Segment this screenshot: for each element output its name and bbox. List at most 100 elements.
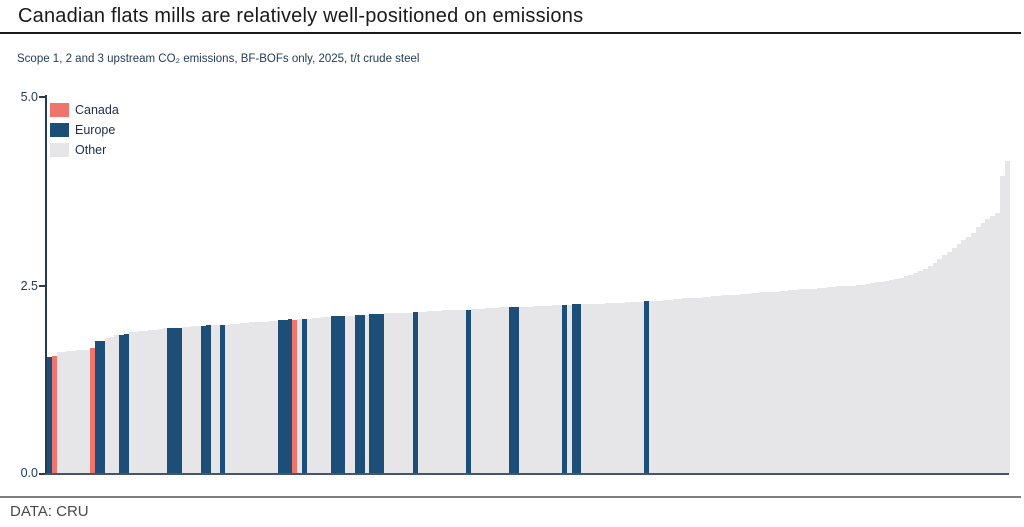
bar-other <box>552 305 558 474</box>
bar-other <box>740 293 745 474</box>
bar-europe <box>287 319 293 474</box>
bar-other <box>894 279 899 474</box>
bar-other <box>215 325 221 474</box>
bar-europe <box>330 316 336 474</box>
bar-other <box>80 350 86 474</box>
bar-other <box>913 273 919 474</box>
bar-other <box>841 286 846 474</box>
bar-other <box>581 304 586 474</box>
bar-other <box>85 349 91 474</box>
bar-other <box>297 319 303 474</box>
bar-other <box>489 308 495 474</box>
bar-other <box>610 302 615 474</box>
bar-other <box>61 351 67 474</box>
bar-other <box>528 306 534 474</box>
bar-other <box>499 307 505 474</box>
bar-other <box>191 326 197 474</box>
bar-europe <box>167 328 173 474</box>
bar-other <box>985 219 991 474</box>
bar-europe <box>571 304 577 474</box>
bar-other <box>249 322 254 474</box>
bar-other <box>817 287 822 474</box>
bar-other <box>663 299 668 474</box>
bar-europe <box>643 301 649 474</box>
bar-other <box>600 303 606 474</box>
bar-other <box>946 251 952 474</box>
bar-other <box>860 284 866 474</box>
bar-other <box>258 321 264 474</box>
bar-canada <box>90 348 96 474</box>
bar-other <box>566 305 572 474</box>
bar-other <box>311 317 317 474</box>
bar-other <box>181 326 187 474</box>
bar-europe <box>172 327 177 474</box>
bar-other <box>253 322 259 474</box>
bar-other <box>759 292 765 474</box>
bar-other <box>845 285 851 474</box>
bar-other <box>744 293 750 474</box>
bar-other <box>918 271 923 474</box>
bar-other <box>797 289 803 474</box>
bar-other <box>422 311 428 474</box>
y-tick-label-5: 5.0 <box>20 90 38 104</box>
bar-other <box>634 302 639 474</box>
bar-other <box>210 325 216 474</box>
legend-item-other: Other <box>50 140 119 160</box>
legend-swatch-europe <box>50 123 69 137</box>
bar-other <box>66 351 72 474</box>
bar-europe <box>119 334 124 474</box>
bar-other <box>696 297 702 474</box>
bar-europe <box>509 307 514 474</box>
bar-other <box>518 306 524 474</box>
bar-other <box>186 326 192 474</box>
bar-other <box>768 291 774 474</box>
y-tick-mark <box>39 473 45 475</box>
bar-europe <box>513 306 519 474</box>
bar-other <box>446 310 452 474</box>
bar-canada <box>292 320 298 474</box>
bar-other <box>730 294 736 474</box>
bar-other <box>990 216 996 474</box>
bars-container <box>47 97 1010 474</box>
bar-other <box>417 311 423 474</box>
bar-other <box>234 323 240 474</box>
bar-other <box>638 302 644 474</box>
footer-divider <box>0 496 1021 498</box>
bar-europe <box>340 315 346 474</box>
bar-other <box>239 323 245 474</box>
bar-other <box>874 282 880 474</box>
bar-other <box>71 351 76 474</box>
bar-other <box>537 305 543 474</box>
bar-other <box>850 285 856 474</box>
chart-legend: Canada Europe Other <box>50 100 119 160</box>
bar-other <box>908 274 914 474</box>
bar-europe <box>95 341 100 474</box>
bar-other <box>388 313 394 474</box>
bar-other <box>735 294 740 474</box>
bar-other <box>403 312 408 474</box>
bar-other <box>792 290 798 474</box>
bar-other <box>484 308 490 474</box>
bar-other <box>436 311 442 474</box>
bar-other <box>432 311 437 474</box>
bar-other <box>898 277 904 474</box>
bar-other <box>306 318 312 474</box>
bar-europe <box>465 309 471 474</box>
bar-other <box>56 351 62 474</box>
data-source: DATA: CRU <box>10 503 89 520</box>
legend-item-europe: Europe <box>50 120 119 140</box>
bar-other <box>114 335 120 474</box>
bar-other <box>783 290 789 474</box>
bar-europe <box>359 314 365 474</box>
y-tick-label-0: 0.0 <box>20 466 38 480</box>
bar-other <box>942 255 947 474</box>
bar-other <box>653 300 659 474</box>
bar-other <box>326 317 331 474</box>
bar-other <box>826 287 832 474</box>
bar-other <box>672 299 678 474</box>
y-tick-label-2-5: 2.5 <box>20 279 38 293</box>
bar-other <box>667 299 673 474</box>
bar-other <box>971 232 976 474</box>
bar-other <box>143 330 149 474</box>
